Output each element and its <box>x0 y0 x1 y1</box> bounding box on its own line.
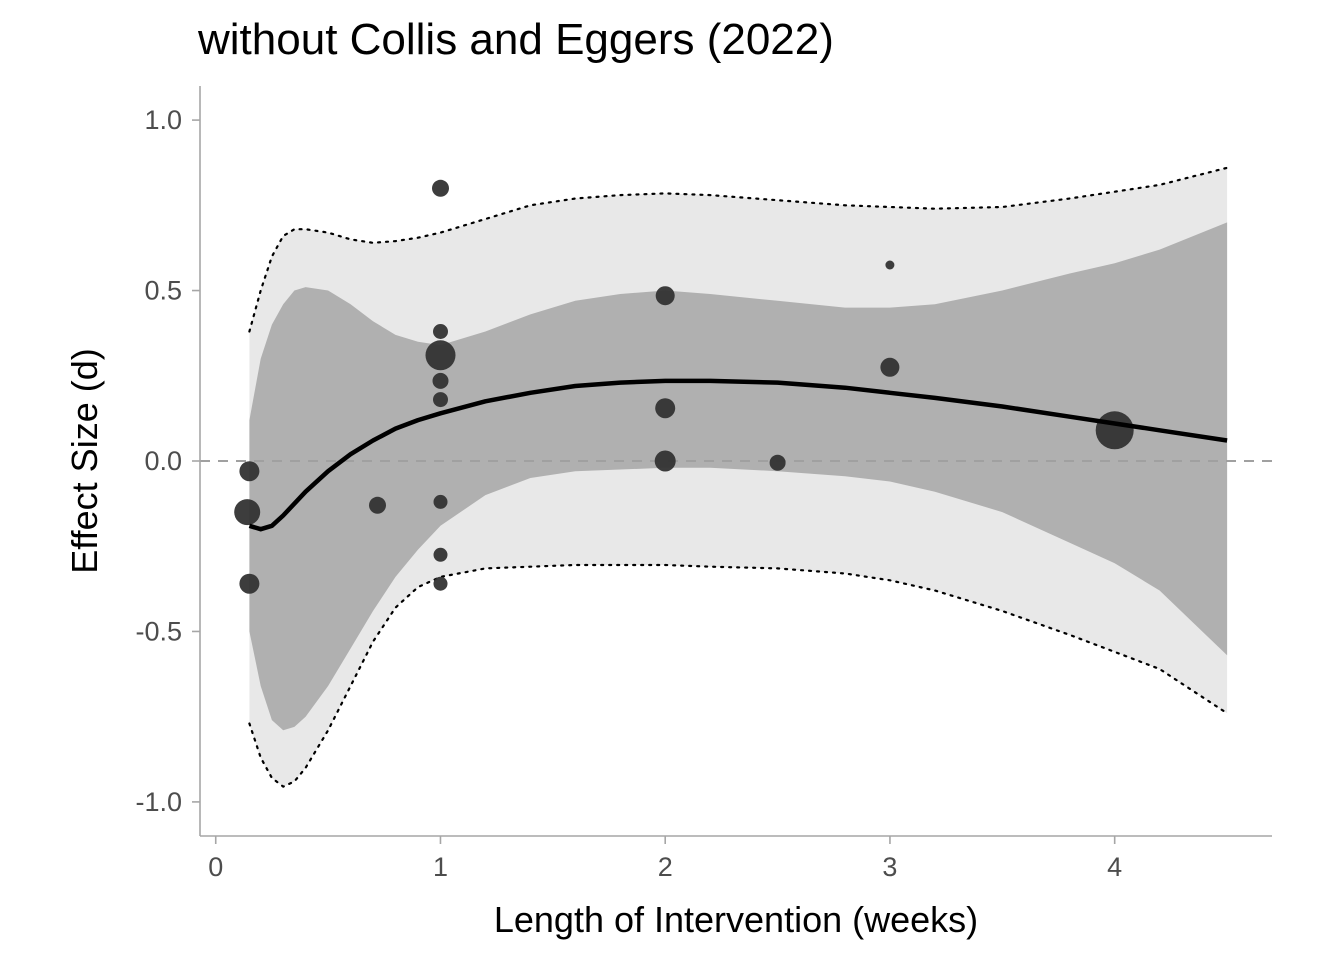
data-point-18 <box>1095 411 1134 450</box>
x-tick-label: 4 <box>1107 852 1122 882</box>
y-tick-label: 0.5 <box>144 276 182 306</box>
outer-band-lower-line <box>248 563 1229 788</box>
data-point-5 <box>433 324 448 339</box>
data-point-17 <box>880 357 900 377</box>
y-tick-label: 1.0 <box>144 105 182 135</box>
x-axis-label: Length of Intervention (weeks) <box>494 899 978 940</box>
data-point-14 <box>654 450 676 472</box>
y-tick-label: -0.5 <box>135 616 182 646</box>
data-point-12 <box>655 286 675 306</box>
data-point-8 <box>433 392 448 408</box>
data-point-13 <box>655 398 676 419</box>
x-tick-label: 3 <box>882 852 897 882</box>
data-point-6 <box>425 340 456 371</box>
plot-area: 0 1 2 3 4 1.0 0.5 0.0 -0.5 -1.0 <box>135 86 1272 882</box>
x-tick-label: 0 <box>208 852 223 882</box>
y-tick-label: 0.0 <box>144 446 182 476</box>
data-point-3 <box>369 496 386 514</box>
y-tick-label: -1.0 <box>135 787 182 817</box>
data-point-7 <box>432 372 449 389</box>
data-point-1 <box>234 499 261 526</box>
data-point-9 <box>433 494 448 509</box>
data-point-15 <box>769 454 786 471</box>
data-point-2 <box>239 573 260 594</box>
data-point-0 <box>239 461 260 482</box>
chart-title: without Collis and Eggers (2022) <box>197 15 834 64</box>
data-point-4 <box>432 179 449 197</box>
data-point-16 <box>885 260 895 270</box>
inner-band <box>249 222 1228 731</box>
y-axis-label: Effect Size (d) <box>64 348 105 573</box>
outer-band-upper-line <box>248 166 1229 333</box>
data-point-11 <box>433 576 448 591</box>
data-point-10 <box>433 547 448 562</box>
x-tick-label: 2 <box>658 852 673 882</box>
fit-line <box>248 378 1228 532</box>
x-tick-label: 1 <box>433 852 448 882</box>
